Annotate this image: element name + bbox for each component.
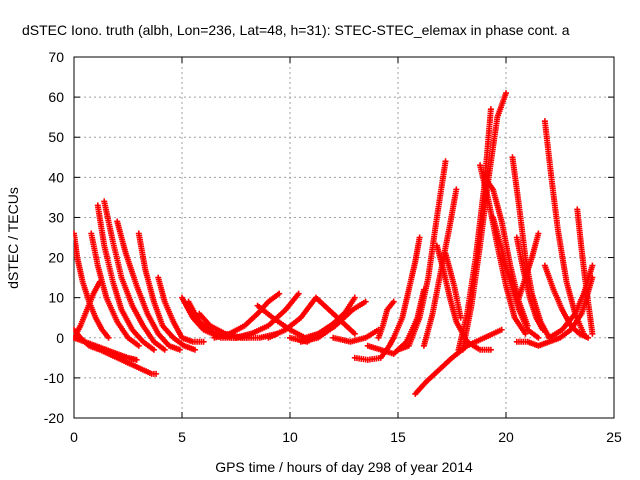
series-markers (114, 218, 183, 353)
series-track (395, 158, 449, 353)
series-track (114, 218, 183, 353)
x-axis-label: GPS time / hours of day 298 of year 2014 (215, 459, 473, 475)
series-markers (395, 158, 449, 353)
grid (74, 57, 614, 418)
series-track (513, 274, 596, 349)
series-track (330, 326, 382, 345)
series-markers (265, 294, 358, 341)
series-markers (155, 274, 207, 345)
series-track (265, 294, 358, 341)
x-tick-label: 25 (606, 429, 622, 445)
y-tick-label: -10 (44, 370, 64, 386)
series-track (101, 198, 168, 353)
series-track (135, 230, 198, 353)
series-track (515, 230, 542, 301)
series-markers (509, 154, 553, 341)
series-track (459, 90, 509, 353)
series-markers (330, 326, 382, 345)
series-track (94, 202, 157, 353)
data-series (73, 90, 596, 397)
series-markers (101, 198, 168, 353)
series-track (375, 298, 397, 341)
series-markers (73, 278, 103, 341)
y-tick-label: 10 (48, 290, 64, 306)
series-markers (375, 298, 397, 341)
x-tick-label: 20 (498, 429, 514, 445)
y-tick-label: -20 (44, 410, 64, 426)
series-markers (390, 234, 423, 341)
y-tick-label: 60 (48, 89, 64, 105)
y-tick-label: 30 (48, 209, 64, 225)
series-markers (515, 230, 542, 301)
series-markers (442, 250, 464, 321)
x-tick-label: 15 (390, 429, 406, 445)
series-markers (135, 230, 198, 353)
series-track (490, 214, 542, 341)
y-tick-label: 20 (48, 250, 64, 266)
axis-ticks: 0 5 10 15 20 25 -20 -10 0 10 20 30 40 50 60 70 (44, 49, 622, 445)
series-markers (88, 230, 142, 349)
y-tick-label: 40 (48, 169, 64, 185)
series-markers (94, 202, 157, 353)
plot-frame (73, 56, 615, 419)
y-axis-label: dSTEC / TECUs (5, 187, 21, 289)
series-markers (297, 298, 369, 345)
x-tick-label: 0 (70, 429, 78, 445)
series-track (442, 250, 464, 321)
series-markers (490, 214, 542, 341)
y-tick-label: 0 (56, 330, 64, 346)
series-track (509, 154, 553, 341)
series-markers (546, 262, 596, 341)
series-markers (459, 90, 509, 353)
y-tick-label: 50 (48, 129, 64, 145)
series-track (390, 234, 423, 341)
series-markers (513, 274, 596, 349)
series-track (155, 274, 207, 345)
chart-title: dSTEC Iono. truth (albh, Lon=236, Lat=48… (22, 22, 570, 38)
series-track (297, 298, 369, 345)
y-tick-label: 70 (48, 49, 64, 65)
series-track (88, 230, 142, 349)
series-track (73, 278, 103, 341)
x-tick-label: 10 (282, 429, 298, 445)
series-track (546, 262, 596, 341)
x-tick-label: 5 (178, 429, 186, 445)
